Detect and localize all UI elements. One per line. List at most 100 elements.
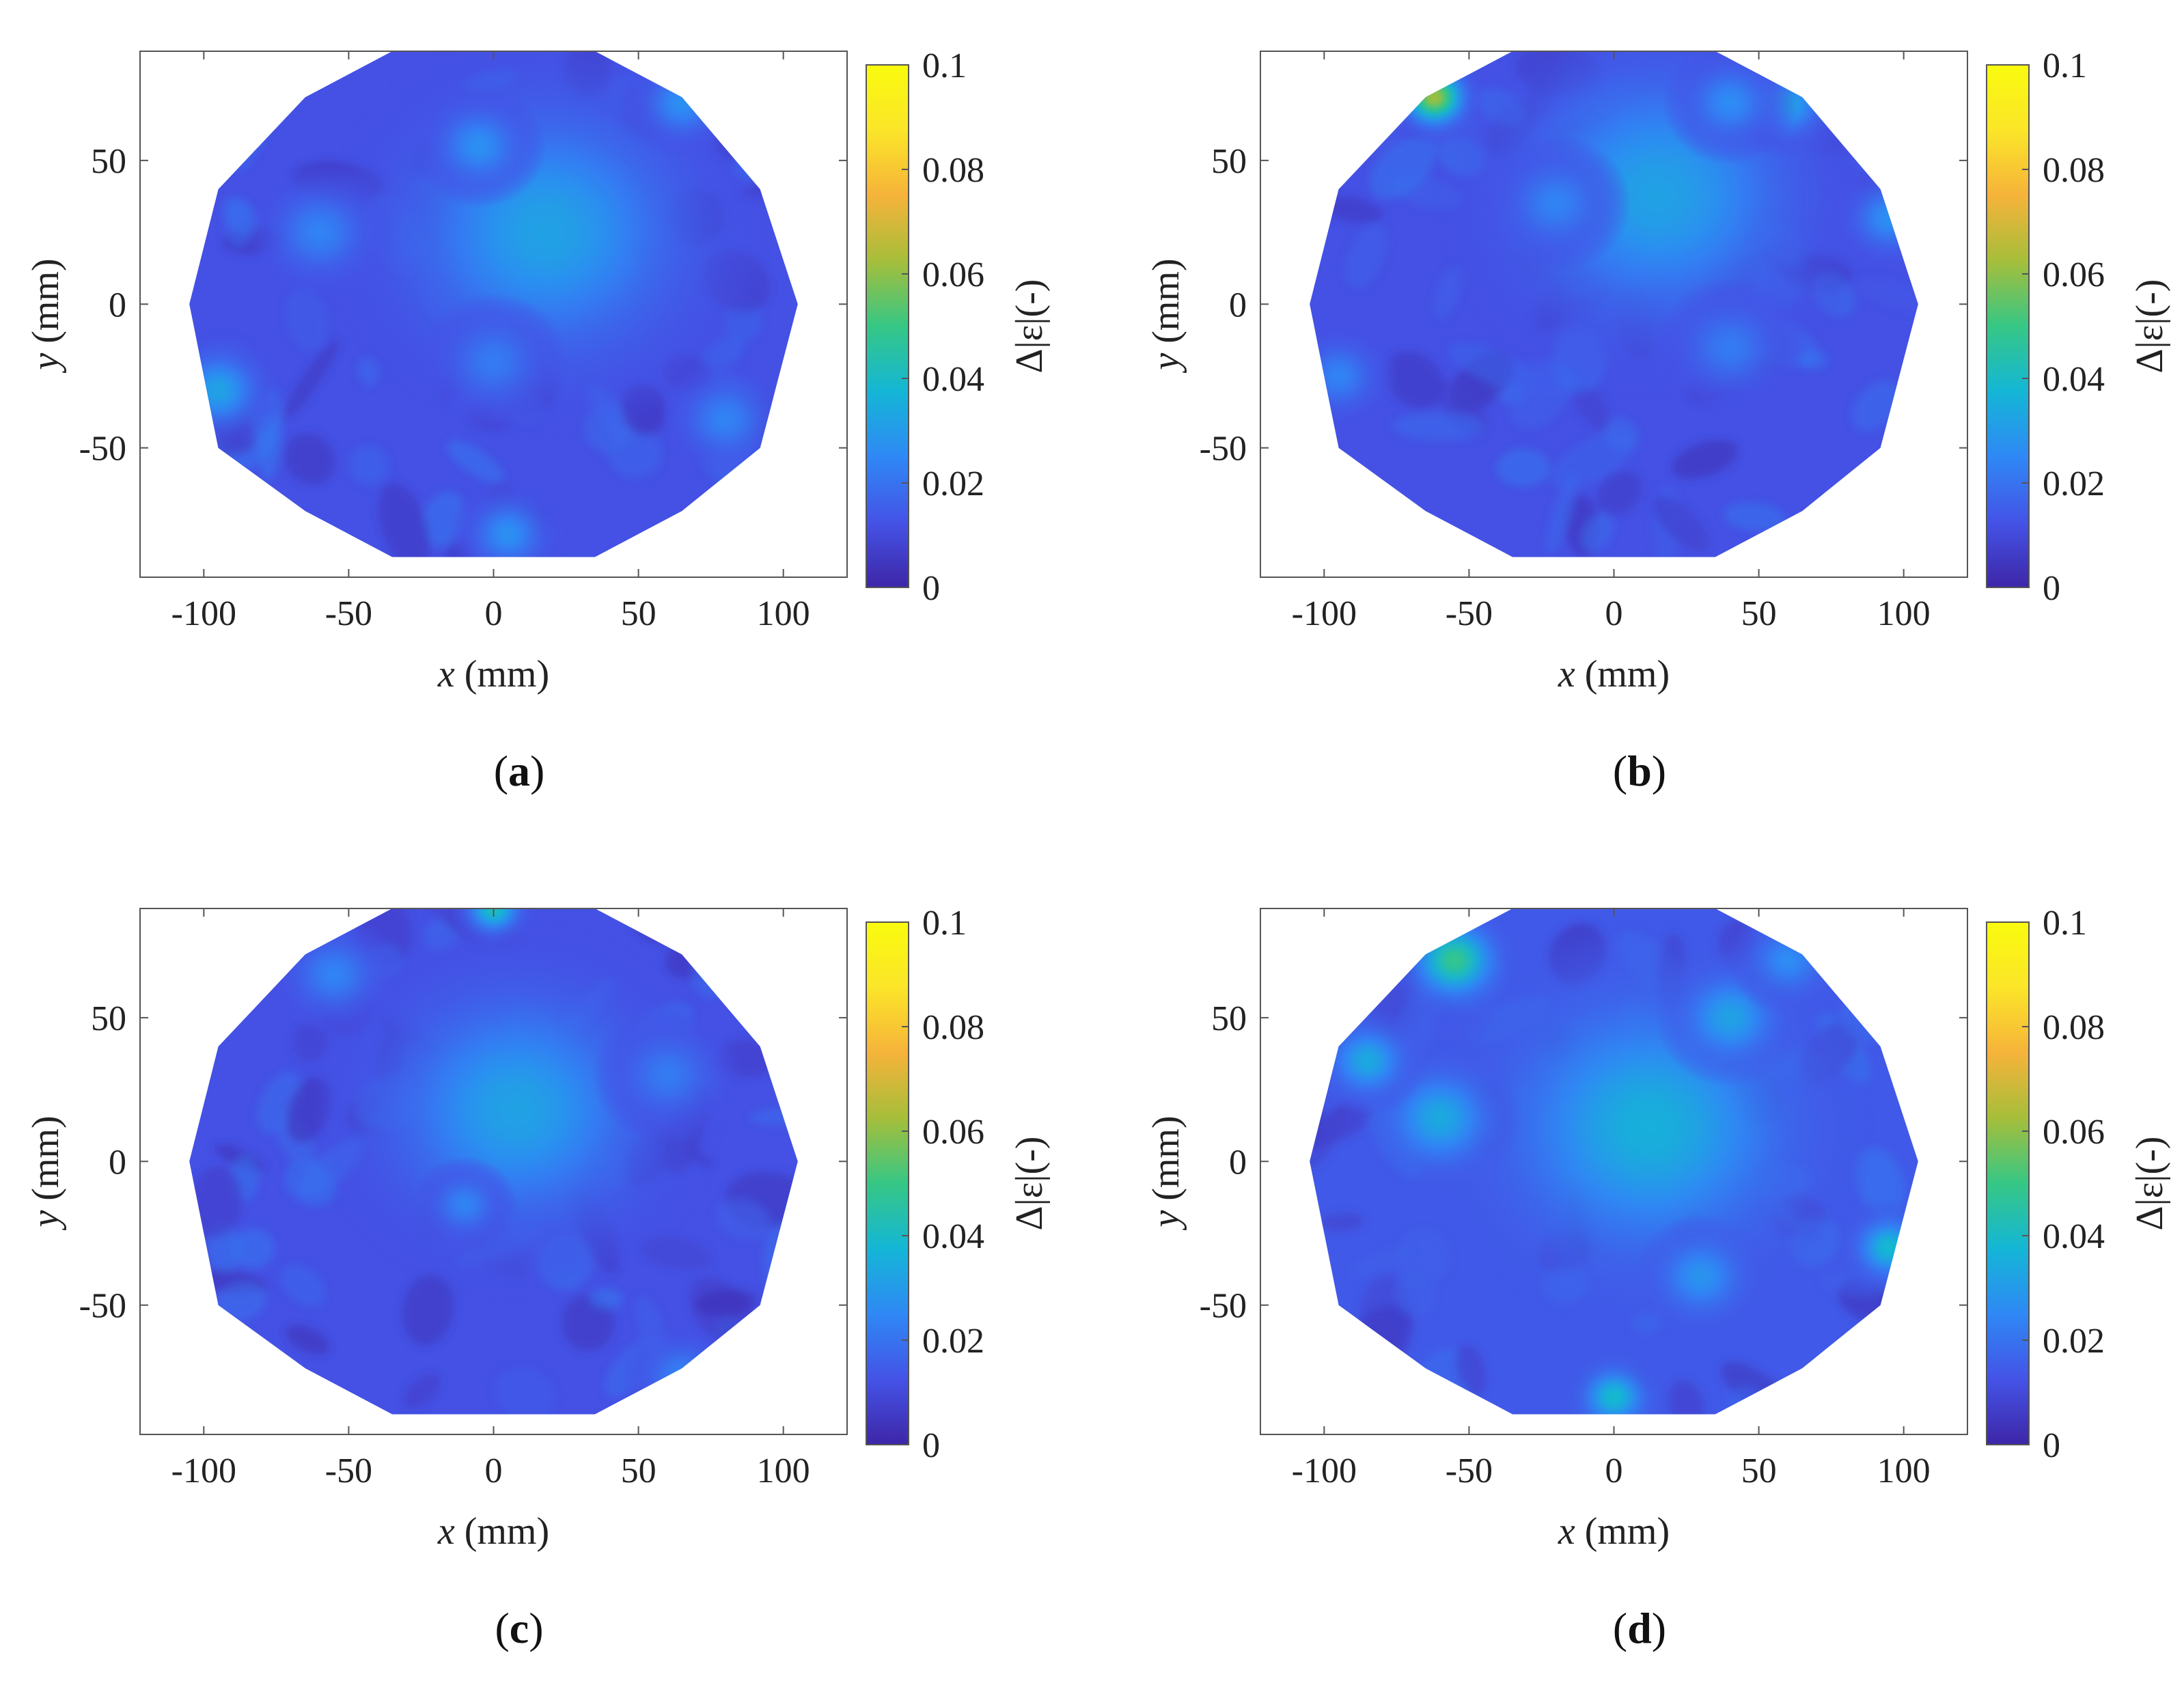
- x-axis-label: x (mm): [437, 1510, 549, 1553]
- colorbar-tick-label: 0.1: [2043, 904, 2087, 943]
- colorbar-tick-label: 0.08: [2043, 151, 2105, 190]
- texture-blob: [1345, 223, 1388, 289]
- x-tick-label: 0: [485, 594, 503, 633]
- panel-label: (c): [495, 1604, 543, 1652]
- hotspot: [1310, 320, 1399, 432]
- x-axis-label: x (mm): [437, 653, 549, 695]
- colorbar-tick-label: 0.1: [922, 904, 967, 943]
- x-tick-label: 50: [1741, 594, 1777, 633]
- x-tick-label: -100: [171, 594, 236, 633]
- y-axis-label: y (mm): [1145, 1115, 1187, 1230]
- x-tick-label: -100: [171, 1452, 236, 1490]
- texture-blob: [402, 1274, 454, 1346]
- hotspot: [1480, 134, 1631, 273]
- x-tick-label: 0: [485, 1452, 503, 1490]
- texture-blob: [446, 440, 503, 483]
- y-axis-label: y (mm): [1145, 258, 1187, 373]
- panel-c: -100 -50 0 50 100 50 0 -50 x (mm) y (mm) 0.1 0.08 0.…: [0, 857, 1093, 1694]
- texture-blob: [189, 1166, 243, 1239]
- texture-blob: [1855, 277, 1918, 314]
- colorbar: [866, 921, 909, 1445]
- panel-label: (b): [1613, 747, 1666, 795]
- colorbar-tick-label: 0.06: [922, 255, 984, 294]
- texture-blob: [716, 1199, 771, 1240]
- texture-blob: [1668, 1380, 1705, 1415]
- x-tick-label: 0: [1605, 594, 1623, 633]
- hotspot: [1829, 162, 1918, 274]
- texture-blob: [286, 1324, 330, 1355]
- texture-blob: [1392, 413, 1485, 441]
- field-map: [1310, 51, 1918, 557]
- x-tick-label: 100: [1877, 1452, 1931, 1490]
- y-tick-label: 0: [1229, 286, 1247, 324]
- x-axis-label: x (mm): [1558, 653, 1670, 695]
- texture-blob: [562, 1294, 615, 1351]
- colorbar-tick-label: 0: [922, 569, 940, 608]
- colorbar-tick-label: 0.02: [2043, 1322, 2105, 1361]
- texture-blob: [1573, 384, 1610, 430]
- colorbar-tick-label: 0.08: [922, 1008, 984, 1047]
- colorbar-tick-label: 0.02: [922, 464, 984, 503]
- hotspot: [189, 328, 286, 453]
- texture-blob: [1397, 1229, 1450, 1285]
- y-axis-label: y (mm): [25, 1115, 67, 1230]
- y-tick-label: -50: [79, 1287, 126, 1326]
- texture-blob: [695, 1289, 758, 1316]
- colorbar-tick-label: 0.1: [922, 46, 967, 85]
- colorbar-tick-label: 0: [922, 1426, 940, 1465]
- texture-blob: [1653, 496, 1709, 552]
- x-tick-label: 50: [621, 1452, 656, 1490]
- colorbar-tick-label: 0.04: [922, 1217, 984, 1256]
- y-tick-label: 0: [1229, 1143, 1247, 1182]
- colorbar-tick-label: 0.04: [2043, 360, 2105, 399]
- colorbar-tick-label: 0: [2043, 569, 2060, 608]
- texture-blob: [402, 1374, 441, 1409]
- x-axis-label: x (mm): [1558, 1510, 1670, 1553]
- hotspot: [305, 915, 728, 1304]
- hotspot: [447, 478, 568, 557]
- panel-b: -100 -50 0 50 100 50 0 -50 x (mm) y (mm) 0.1 0.08 0.…: [1120, 0, 2184, 837]
- y-tick-label: 50: [1211, 999, 1247, 1038]
- colorbar-tick-label: 0.02: [2043, 464, 2105, 503]
- texture-blob: [1603, 417, 1639, 452]
- x-tick-label: 100: [757, 1452, 810, 1490]
- heatmap-chart-d: -100 -50 0 50 100 50 0 -50 x (mm) y (mm) 0.1 0.08 0.…: [1145, 904, 2171, 1652]
- texture-blob: [590, 1288, 623, 1309]
- texture-blob: [348, 445, 389, 486]
- x-tick-label: -50: [1446, 594, 1493, 633]
- x-tick-label: -50: [1446, 1452, 1493, 1490]
- colorbar-tick-label: 0.04: [922, 360, 984, 399]
- y-axis-label: y (mm): [25, 258, 67, 373]
- hotspot: [592, 1005, 743, 1145]
- texture-blob: [215, 1282, 266, 1322]
- texture-blob: [285, 286, 328, 350]
- texture-blob: [1455, 1345, 1487, 1395]
- heatmap-chart-b: -100 -50 0 50 100 50 0 -50 x (mm) y (mm) 0.1 0.08 0.…: [1145, 46, 2171, 795]
- texture-blob: [1596, 471, 1642, 515]
- y-tick-label: 50: [91, 999, 126, 1038]
- colorbar-label: Δ|ε|(-): [1008, 1137, 1051, 1231]
- x-tick-label: -50: [325, 594, 372, 633]
- colorbar: [1986, 64, 2030, 588]
- texture-blob: [494, 1367, 556, 1415]
- hotspot: [1561, 1348, 1667, 1415]
- x-tick-label: 0: [1605, 1452, 1623, 1490]
- colorbar-tick-label: 0.08: [2043, 1008, 2105, 1047]
- texture-blob: [232, 1227, 275, 1268]
- colorbar-tick-label: 0.06: [2043, 255, 2105, 294]
- colorbar-tick-label: 0.06: [922, 1113, 984, 1152]
- y-tick-label: -50: [79, 430, 126, 469]
- panel-label: (a): [494, 747, 545, 795]
- hotspot: [411, 83, 547, 209]
- hotspot: [411, 1156, 518, 1253]
- x-tick-label: -50: [325, 1452, 372, 1490]
- colorbar-label: Δ|ε|(-): [2129, 279, 2171, 374]
- y-tick-label: -50: [1200, 1287, 1247, 1326]
- x-tick-label: 50: [621, 594, 656, 633]
- texture-blob: [1385, 351, 1445, 409]
- heatmap-chart-c: -100 -50 0 50 100 50 0 -50 x (mm) y (mm) 0.1 0.08 0.…: [25, 904, 1051, 1652]
- field-map: [1310, 908, 1918, 1415]
- x-tick-label: -100: [1292, 1452, 1357, 1490]
- texture-blob: [284, 433, 335, 485]
- panel-d: -100 -50 0 50 100 50 0 -50 x (mm) y (mm) 0.1 0.08 0.…: [1120, 857, 2184, 1694]
